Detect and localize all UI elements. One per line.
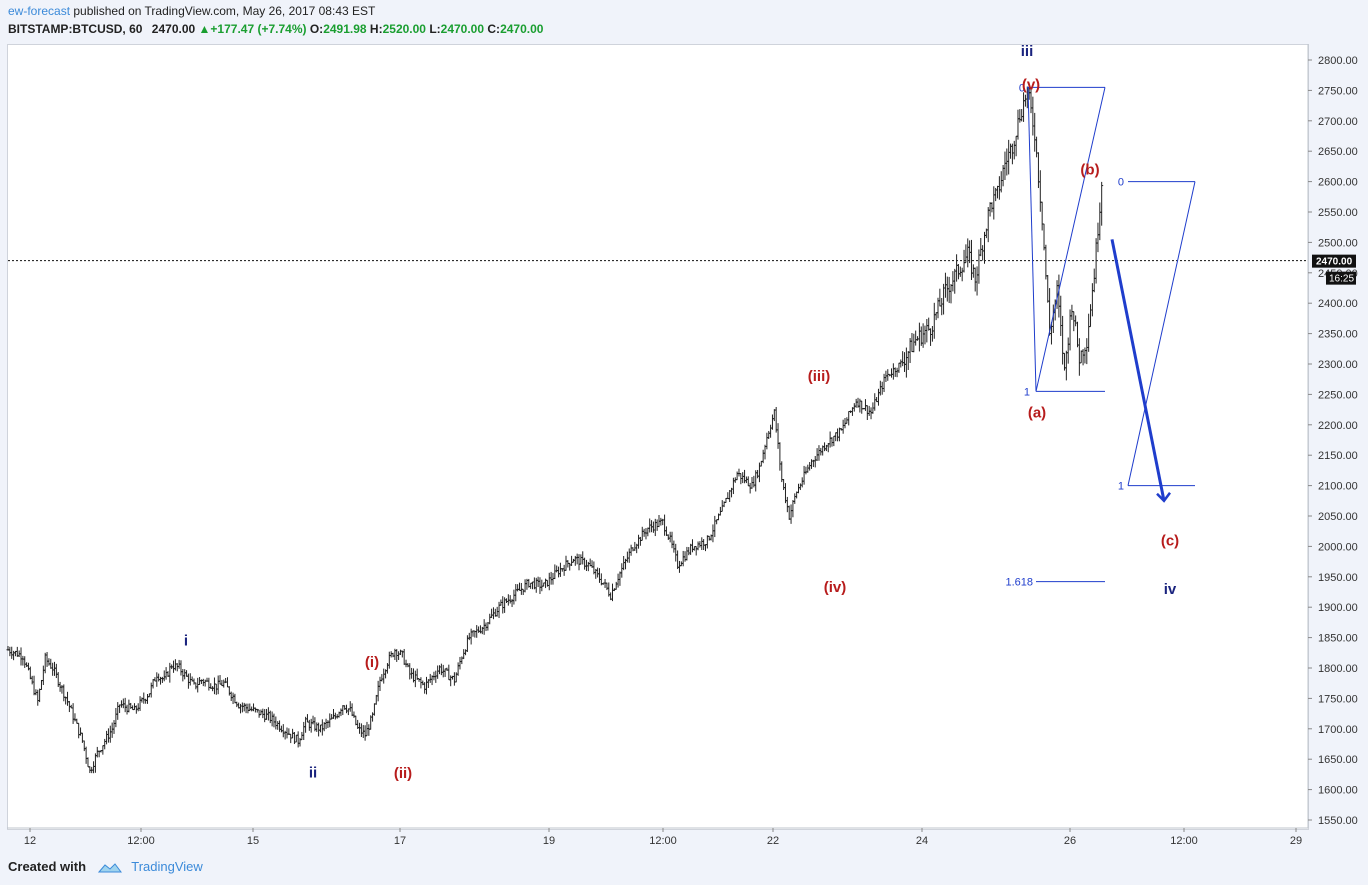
- x-tick-label: 17: [394, 835, 406, 847]
- y-tick-label: 1700.00: [1318, 724, 1358, 736]
- y-tick-label: 2250.00: [1318, 389, 1358, 401]
- countdown-value: 16:25: [1329, 274, 1354, 285]
- y-tick-label: 2050.00: [1318, 511, 1358, 523]
- candles: [6, 83, 1104, 774]
- x-tick-label: 12:00: [127, 835, 155, 847]
- y-tick-label: 2150.00: [1318, 450, 1358, 462]
- y-tick-label: 2650.00: [1318, 146, 1358, 158]
- countdown-box: [1326, 271, 1356, 285]
- high-label: H:: [369, 22, 383, 36]
- y-tick-label: 2400.00: [1318, 298, 1358, 310]
- price-tag-value: 2470.00: [1316, 257, 1353, 268]
- low-label: L:: [429, 22, 441, 36]
- fib2-trend-line[interactable]: [1127, 181, 1196, 486]
- tradingview-brand-link[interactable]: TradingView: [131, 859, 203, 874]
- footer: Created with TradingView: [8, 859, 203, 875]
- last-price: 2470.00: [151, 22, 196, 36]
- y-tick-label: 1850.00: [1318, 633, 1358, 645]
- x-tick-label: 19: [543, 835, 555, 847]
- fib2-level-label: 1: [1118, 481, 1124, 493]
- y-tick-label: 2500.00: [1318, 237, 1358, 249]
- fib2-level-label: 0: [1118, 177, 1124, 189]
- wave-label: ii: [309, 765, 317, 782]
- close-label: C:: [487, 22, 501, 36]
- fib1-level-label: 1.618: [1005, 577, 1033, 589]
- wave-label: (v): [1022, 76, 1040, 93]
- wave-label: iii: [1021, 43, 1034, 60]
- symbol-label[interactable]: BITSTAMP:BTCUSD, 60: [8, 22, 143, 36]
- fib-extension-tools[interactable]: 0 1 1.618 0 1: [1005, 82, 1196, 589]
- x-tick-label: 12: [24, 835, 36, 847]
- forecast-arrow-head[interactable]: [1156, 492, 1171, 503]
- price-change: +177.47 (+7.74%): [210, 22, 307, 36]
- y-tick-label: 1800.00: [1318, 663, 1358, 675]
- x-tick-label: 15: [247, 835, 259, 847]
- y-tick-label: 2800.00: [1318, 55, 1358, 67]
- publish-line: ew-forecast published on TradingView.com…: [8, 4, 375, 18]
- wave-label: (c): [1161, 532, 1179, 549]
- wave-label: iv: [1164, 581, 1177, 598]
- y-tick-label: 2100.00: [1318, 481, 1358, 493]
- symbol-line: BITSTAMP:BTCUSD, 60 2470.00 ▲+177.47 (+7…: [8, 22, 543, 36]
- author-link[interactable]: ew-forecast: [8, 4, 71, 18]
- fib1-level-label: 1: [1024, 386, 1030, 398]
- wave-label: (ii): [394, 765, 412, 782]
- forecast-arrow[interactable]: [1110, 239, 1171, 503]
- chart-header: ew-forecast published on TradingView.com…: [0, 0, 1368, 44]
- y-tick-label: 1900.00: [1318, 602, 1358, 614]
- y-tick-label: 2550.00: [1318, 207, 1358, 219]
- close-value: 2470.00: [500, 22, 544, 36]
- created-with-label: Created with: [8, 859, 87, 874]
- y-tick-label: 2000.00: [1318, 541, 1358, 553]
- y-tick-label: 1950.00: [1318, 572, 1358, 584]
- price-axis[interactable]: 2800.00 2750.00 2700.00 2650.00 2600.00 2550.…: [1308, 55, 1358, 827]
- forecast-arrow-shaft[interactable]: [1110, 239, 1166, 502]
- x-tick-label: 26: [1064, 835, 1076, 847]
- y-tick-label: 2700.00: [1318, 116, 1358, 128]
- wave-label: (a): [1028, 405, 1046, 422]
- y-tick-label: 1600.00: [1318, 785, 1358, 797]
- fib1-trend-line[interactable]: [1027, 87, 1037, 392]
- chart-pane[interactable]: [7, 44, 1309, 830]
- wave-label: (iv): [824, 579, 847, 596]
- x-tick-label: 12:00: [1170, 835, 1198, 847]
- price-tag: 2470.00 16:25: [1312, 254, 1356, 285]
- high-value: 2520.00: [382, 22, 426, 36]
- y-tick-label: 2200.00: [1318, 420, 1358, 432]
- open-value: 2491.98: [323, 22, 367, 36]
- x-tick-label: 29: [1290, 835, 1302, 847]
- up-arrow-icon: ▲: [198, 22, 211, 36]
- price-tag-box: [1312, 254, 1356, 268]
- open-label: O:: [309, 22, 324, 36]
- fib1-level-label: 0: [1019, 82, 1025, 94]
- y-tick-label: 1650.00: [1318, 754, 1358, 766]
- wave-label: i: [184, 633, 188, 650]
- y-tick-label: 2750.00: [1318, 85, 1358, 97]
- wave-label: (b): [1080, 161, 1099, 178]
- y-tick-label: 2600.00: [1318, 177, 1358, 189]
- wave-label: (iii): [808, 368, 831, 385]
- x-tick-label: 12:00: [649, 835, 677, 847]
- tradingview-logo-icon: [97, 862, 122, 873]
- x-tick-label: 24: [916, 835, 928, 847]
- y-tick-label: 1550.00: [1318, 815, 1358, 827]
- y-tick-label: 2350.00: [1318, 329, 1358, 341]
- low-value: 2470.00: [440, 22, 485, 36]
- fib1-trend-line[interactable]: [1035, 87, 1106, 392]
- x-tick-label: 22: [767, 835, 779, 847]
- time-axis[interactable]: 12 12:00 15 17 19 12:00 22 24 26 12:00 29: [24, 828, 1302, 847]
- y-tick-label: 1750.00: [1318, 693, 1358, 705]
- wave-label: (i): [365, 654, 379, 671]
- y-tick-label: 2300.00: [1318, 359, 1358, 371]
- publish-info: published on TradingView.com, May 26, 20…: [70, 4, 376, 18]
